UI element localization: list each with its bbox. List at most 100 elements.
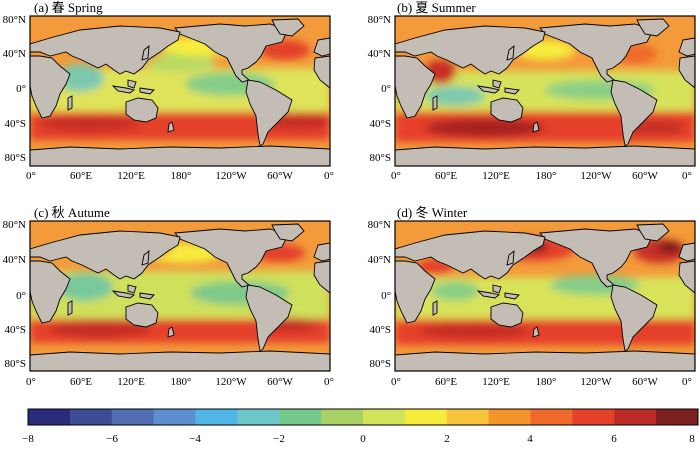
lon-axis: 0° 60°E 120°E 180° 120°W 60°W 0° — [391, 376, 692, 388]
colorbar-tick-label: 6 — [611, 433, 617, 445]
colorbar-swatch — [404, 409, 448, 425]
lon-axis: 0° 60°E 120°E 180° 120°W 60°W 0° — [26, 170, 334, 182]
colorbar-swatch — [69, 409, 113, 425]
sst-map — [30, 16, 330, 166]
colorbar-ticks: −8 −6 −4 −2 0 2 4 6 8 — [22, 433, 695, 445]
colorbar: −8 −6 −4 −2 0 2 4 6 8 — [22, 408, 699, 445]
lat-axis: 80°N 40°N 0° 40°S 80°S — [3, 14, 26, 164]
lon-tick: 0° — [324, 376, 334, 388]
lat-tick: 80°N — [3, 14, 26, 26]
lat-tick: 40°N — [368, 48, 391, 60]
lat-tick: 80°S — [369, 358, 391, 370]
lon-tick: 180° — [171, 170, 192, 182]
lon-tick: 120°W — [580, 170, 612, 182]
lat-axis: 80°N 40°N 0° 40°S 80°S — [368, 14, 391, 164]
panel-summer: (b) 夏 Summer — [368, 0, 696, 182]
lon-tick: 180° — [171, 376, 192, 388]
lon-tick: 60°E — [70, 170, 92, 182]
panel-title: (a) 春 Spring — [34, 0, 103, 15]
lon-tick: 120°E — [117, 170, 145, 182]
lon-tick: 0° — [682, 170, 692, 182]
colorbar-tick-label: −4 — [189, 433, 201, 445]
lat-axis: 80°N 40°N 0° 40°S 80°S — [368, 219, 391, 370]
lon-tick: 60°W — [267, 376, 293, 388]
colorbar-swatch — [28, 409, 71, 425]
lat-tick: 80°N — [3, 219, 26, 231]
colorbar-swatch — [488, 409, 532, 425]
lat-tick: 40°S — [369, 324, 391, 336]
lon-tick: 120°E — [482, 170, 510, 182]
colorbar-swatch — [572, 409, 615, 425]
lon-tick: 0° — [26, 376, 36, 388]
lon-tick: 60°W — [632, 376, 658, 388]
map-frame — [394, 15, 696, 167]
colorbar-swatch — [614, 409, 657, 425]
panel-autumn: (c) 秋 Autume 80°N — [3, 205, 334, 388]
lat-tick: 40°S — [4, 118, 26, 130]
lat-tick: 80°S — [369, 152, 391, 164]
colorbar-tick-label: 4 — [527, 433, 533, 445]
colorbar-tick-label: −6 — [106, 433, 118, 445]
lon-tick: 60°W — [267, 170, 293, 182]
lat-tick: 80°S — [4, 358, 26, 370]
panel-title: (c) 秋 Autume — [34, 205, 110, 220]
colorbar-tick-label: −8 — [22, 433, 34, 445]
colorbar-swatch — [446, 409, 490, 425]
colorbar-swatch — [237, 409, 280, 425]
colorbar-tick-label: 0 — [360, 433, 366, 445]
colorbar-border — [27, 408, 699, 426]
lon-tick: 0° — [324, 170, 334, 182]
colorbar-tick-label: 8 — [689, 433, 695, 445]
lat-tick: 0° — [381, 83, 391, 95]
lon-tick: 180° — [536, 376, 557, 388]
lat-tick: 80°N — [368, 14, 391, 26]
lon-tick: 60°E — [70, 376, 92, 388]
lat-tick: 40°N — [368, 254, 391, 266]
lon-tick: 120°W — [215, 376, 247, 388]
colorbar-swatch — [363, 409, 406, 425]
lat-axis: 80°N 40°N 0° 40°S 80°S — [3, 219, 26, 370]
panel-spring: (a) 春 Spring — [3, 0, 334, 182]
colorbar-swatch — [656, 409, 699, 425]
lon-tick: 120°E — [482, 376, 510, 388]
panel-title: (d) 冬 Winter — [397, 205, 468, 220]
colorbar-swatches — [28, 409, 699, 425]
colorbar-tick-label: 2 — [444, 433, 450, 445]
lat-tick: 0° — [381, 290, 391, 302]
lat-tick: 40°S — [369, 118, 391, 130]
sst-map — [30, 221, 330, 371]
lon-tick: 120°E — [117, 376, 145, 388]
lon-axis: 0° 60°E 120°E 180° 120°W 60°W 0° — [391, 170, 692, 182]
map-border — [29, 15, 331, 167]
lat-tick: 0° — [16, 290, 26, 302]
lon-axis: 0° 60°E 120°E 180° 120°W 60°W 0° — [26, 376, 334, 388]
sst-map — [395, 16, 695, 166]
lon-tick: 0° — [391, 376, 401, 388]
lon-tick: 180° — [536, 170, 557, 182]
map-border — [394, 15, 696, 167]
colorbar-swatch — [530, 409, 573, 425]
map-frame — [29, 15, 331, 167]
lat-tick: 0° — [16, 83, 26, 95]
lon-tick: 120°W — [580, 376, 612, 388]
lon-tick: 0° — [26, 170, 36, 182]
lat-tick: 40°N — [3, 48, 26, 60]
lat-tick: 40°S — [4, 324, 26, 336]
colorbar-tick-label: −2 — [273, 433, 285, 445]
lat-tick: 80°N — [368, 219, 391, 231]
map-border — [394, 220, 696, 372]
lat-tick: 80°S — [4, 152, 26, 164]
panel-winter: (d) 冬 Winter — [368, 205, 696, 388]
lat-tick: 40°N — [3, 254, 26, 266]
map-frame — [29, 220, 331, 372]
lon-tick: 120°W — [215, 170, 247, 182]
lon-tick: 60°W — [632, 170, 658, 182]
colorbar-swatch — [111, 409, 155, 425]
sst-map — [395, 221, 695, 371]
lon-tick: 60°E — [435, 376, 457, 388]
lon-tick: 0° — [391, 170, 401, 182]
lon-tick: 60°E — [435, 170, 457, 182]
panel-title: (b) 夏 Summer — [397, 0, 476, 15]
colorbar-swatch — [279, 409, 322, 425]
